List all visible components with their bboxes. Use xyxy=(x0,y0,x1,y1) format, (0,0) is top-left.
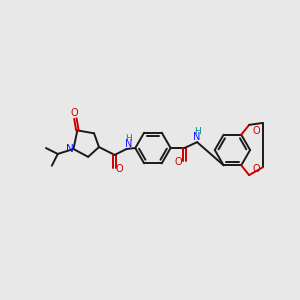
Text: N: N xyxy=(66,144,74,154)
Text: H: H xyxy=(125,134,132,143)
Text: O: O xyxy=(70,108,78,118)
Text: O: O xyxy=(252,164,260,174)
Text: O: O xyxy=(116,164,123,174)
Text: N: N xyxy=(194,132,201,142)
Text: O: O xyxy=(175,157,182,167)
Text: H: H xyxy=(194,127,200,136)
Text: O: O xyxy=(252,126,260,136)
Text: N: N xyxy=(125,139,132,149)
